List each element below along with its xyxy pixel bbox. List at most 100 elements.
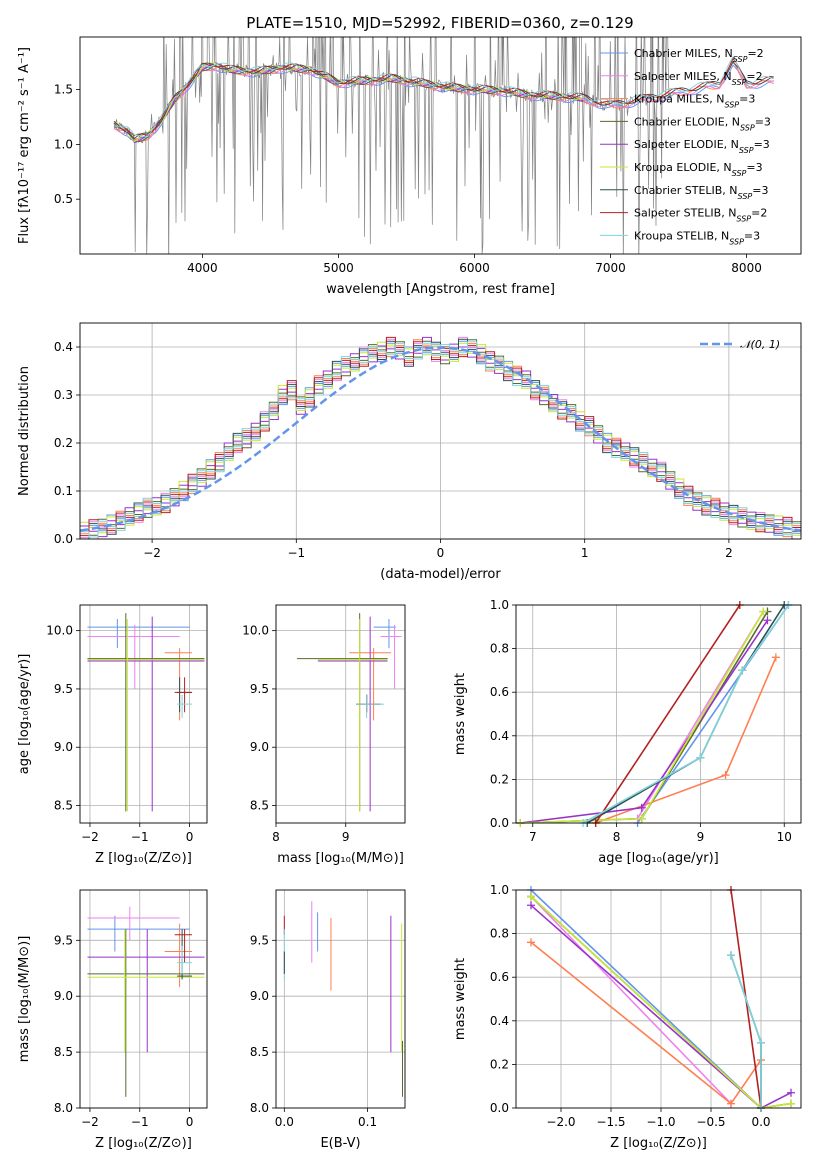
y-tick-label: 9.5 bbox=[54, 933, 73, 947]
y-tick-label: 0.6 bbox=[490, 685, 509, 699]
panel-spectrum: 4000 5000 6000 7000 8000 0.5 1.0 1.5 wavelength … bbox=[17, 36, 802, 297]
spectrum-ticks: 4000 5000 6000 7000 8000 0.5 1.0 1.5 bbox=[54, 83, 762, 275]
legend-subscript: SSP bbox=[736, 214, 751, 223]
x-tick-label: −2 bbox=[81, 830, 99, 844]
mass_vs_EBV-ticks: 0.0 0.1 8.0 8.5 9.0 9.5 bbox=[250, 933, 377, 1129]
y-tick-label: 9.0 bbox=[250, 740, 269, 754]
weight-marker-kroupa-stelib bbox=[738, 666, 747, 675]
legend-value: =3 bbox=[746, 161, 762, 174]
legend-value: =2 bbox=[747, 47, 763, 60]
age_vs_mass-plot-area bbox=[296, 613, 402, 812]
legend-entry: Kroupa STELIB, NSSP=3 bbox=[634, 229, 760, 246]
legend-value: =3 bbox=[744, 229, 760, 242]
legend-entry: Salpeter MILES, NSSP=2 bbox=[634, 70, 763, 87]
panel-age_vs_Z: −2 −1 0 8.5 9.0 9.5 10.0 Z [log₁₀(Z/Z⊙)] age [lo… bbox=[17, 604, 208, 866]
massweight_vs_Z-frame bbox=[515, 889, 802, 1109]
mass_vs_Z-plot-area bbox=[87, 906, 205, 1097]
y-tick-label: 0.3 bbox=[54, 388, 73, 402]
weight-marker-kroupa-stelib bbox=[696, 753, 705, 762]
weight-marker-kroupa-elodie bbox=[637, 814, 646, 823]
model-line-chabrier-stelib bbox=[113, 61, 774, 140]
x-tick-label: −2 bbox=[81, 1115, 99, 1129]
hist-kroupa-stelib bbox=[80, 341, 801, 538]
x-tick-label: 0 bbox=[186, 830, 194, 844]
legend-value: =3 bbox=[755, 115, 771, 128]
panel-age_vs_mass: 8 9 8.5 9.0 9.5 10.0 mass [log₁₀(M/M⊙)] bbox=[242, 604, 406, 866]
x-tick-label: 0 bbox=[437, 546, 445, 560]
y-tick-label: 1.0 bbox=[490, 883, 509, 897]
y-tick-label: 1.0 bbox=[54, 137, 73, 151]
x-tick-label: −1 bbox=[131, 1115, 149, 1129]
weight-marker-kroupa-miles bbox=[727, 1099, 735, 1108]
weight-line-kroupa-miles bbox=[530, 941, 762, 1105]
legend-entry: Kroupa MILES, NSSP=3 bbox=[634, 93, 755, 110]
age_vs_Z-ticks: −2 −1 0 8.5 9.0 9.5 10.0 bbox=[46, 624, 193, 844]
panel-residuals: −2 −1 0 1 2 0.0 0.1 0.2 0.3 0.4 (data-model)/error… bbox=[17, 322, 802, 582]
x-tick-label: −2.0 bbox=[546, 1115, 575, 1129]
x-tick-label: 10 bbox=[777, 830, 792, 844]
y-tick-label: 0.4 bbox=[490, 729, 509, 743]
y-tick-label: 8.5 bbox=[54, 1045, 73, 1059]
age_vs_mass-xlabel: mass [log₁₀(M/M⊙)] bbox=[277, 851, 404, 866]
massweight_vs_Z-xlabel: Z [log₁₀(Z/Z⊙)] bbox=[610, 1136, 707, 1151]
weight-marker-kroupa-elodie bbox=[787, 1099, 795, 1108]
mass_vs_Z-xlabel: Z [log₁₀(Z/Z⊙)] bbox=[95, 1136, 192, 1151]
legend-value: =3 bbox=[754, 138, 770, 151]
x-tick-label: 5000 bbox=[323, 261, 354, 275]
age_vs_Z-ylabel: age [log₁₀(age/yr)] bbox=[17, 654, 32, 775]
y-tick-label: 10.0 bbox=[46, 624, 73, 638]
y-tick-label: 9.5 bbox=[250, 933, 269, 947]
y-tick-label: 0.8 bbox=[490, 927, 509, 941]
weight-marker-salpeter-elodie bbox=[527, 901, 535, 910]
mass_vs_Z-ylabel: mass [log₁₀(M/M⊙)] bbox=[17, 936, 32, 1063]
x-tick-label: −0.5 bbox=[696, 1115, 725, 1129]
weight-marker-kroupa-elodie bbox=[759, 607, 768, 616]
legend-entry: Chabrier MILES, NSSP=2 bbox=[634, 47, 764, 64]
y-tick-label: 0.0 bbox=[490, 1101, 509, 1115]
y-tick-label: 8.5 bbox=[250, 799, 269, 813]
x-tick-label: 0.1 bbox=[358, 1115, 377, 1129]
x-tick-label: 0.0 bbox=[751, 1115, 770, 1129]
age_vs_mass-ticks: 8 9 8.5 9.0 9.5 10.0 bbox=[242, 624, 349, 844]
spectrum-frame bbox=[79, 36, 802, 255]
y-tick-label: 0.1 bbox=[54, 484, 73, 498]
y-tick-label: 0.0 bbox=[54, 532, 73, 546]
age_vs_Z-grid bbox=[80, 605, 207, 823]
legend-value: =3 bbox=[739, 93, 755, 106]
y-tick-label: 0.2 bbox=[490, 1057, 509, 1071]
legend-value: =2 bbox=[751, 207, 767, 220]
y-tick-label: 8.0 bbox=[250, 1101, 269, 1115]
legend-entry: Salpeter STELIB, NSSP=2 bbox=[634, 207, 767, 224]
age_vs_Z-plot-area bbox=[87, 613, 205, 812]
legend-value: =2 bbox=[746, 70, 762, 83]
legend-subscript: SSP bbox=[732, 169, 747, 178]
y-tick-label: 10.0 bbox=[242, 624, 269, 638]
y-tick-label: 0.4 bbox=[490, 1014, 509, 1028]
massweight_vs_age-frame bbox=[515, 604, 802, 824]
panel-mass_vs_Z: −2 −1 0 8.0 8.5 9.0 9.5 Z [log₁₀(Z/Z⊙)] mass [lo… bbox=[17, 889, 208, 1151]
legend-gaussian-label: 𝒩(0, 1) bbox=[740, 338, 780, 351]
x-tick-label: 8 bbox=[272, 830, 280, 844]
legend-entry: Salpeter ELODIE, NSSP=3 bbox=[634, 138, 770, 155]
x-tick-label: 2 bbox=[725, 546, 733, 560]
x-tick-label: −1 bbox=[287, 546, 305, 560]
massweight_vs_age-ticks: 7 8 9 10 0.0 0.2 0.4 0.6 0.8 1.0 bbox=[490, 598, 792, 844]
y-tick-label: 8.0 bbox=[54, 1101, 73, 1115]
spectrum-xlabel: wavelength [Angstrom, rest frame] bbox=[326, 282, 555, 297]
spectrum-plot-area bbox=[113, 37, 774, 254]
age_vs_Z-xlabel: Z [log₁₀(Z/Z⊙)] bbox=[95, 851, 192, 866]
y-tick-label: 9.0 bbox=[54, 740, 73, 754]
x-tick-label: 7000 bbox=[595, 261, 626, 275]
legend-subscript: SSP bbox=[733, 55, 748, 64]
weight-marker-salpeter-elodie bbox=[787, 1088, 795, 1097]
y-tick-label: 9.0 bbox=[250, 989, 269, 1003]
y-tick-label: 8.5 bbox=[250, 1045, 269, 1059]
weight-marker-kroupa-elodie bbox=[527, 892, 535, 901]
massweight_vs_age-ylabel: mass weight bbox=[453, 673, 468, 755]
figure-title: PLATE=1510, MJD=52992, FIBERID=0360, z=0… bbox=[246, 14, 633, 32]
y-tick-label: 0.6 bbox=[490, 970, 509, 984]
weight-line-salpeter-stelib bbox=[594, 604, 741, 824]
massweight_vs_age-xlabel: age [log₁₀(age/yr)] bbox=[598, 851, 719, 866]
y-tick-label: 0.0 bbox=[490, 816, 509, 830]
